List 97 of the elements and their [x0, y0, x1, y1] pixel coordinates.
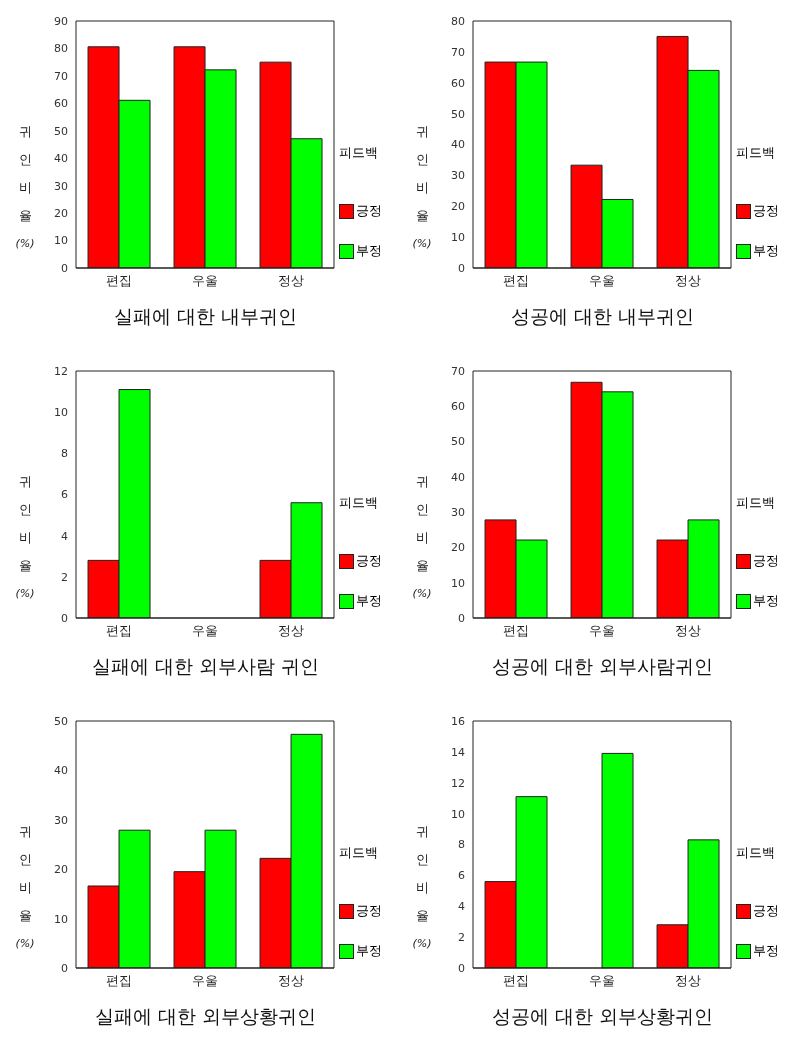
- x-tick-label: 우울: [192, 973, 218, 989]
- x-tick-label: 편집: [503, 273, 529, 289]
- y-tick-label: 70: [54, 69, 68, 83]
- x-tick-label: 편집: [106, 973, 132, 989]
- y-tick-label: 30: [451, 169, 465, 183]
- y-tick-label: 50: [451, 107, 465, 121]
- legend-label: 부정: [753, 592, 779, 610]
- x-tick-label: 정상: [675, 623, 701, 639]
- legend-title: 피드백: [736, 494, 776, 512]
- x-tick-label: 편집: [503, 973, 529, 989]
- text: 실패에 대한 내부귀인: [112, 304, 299, 329]
- y-tick-label: 80: [451, 14, 465, 28]
- x-tick-label: 정상: [278, 623, 304, 639]
- y-tick-label: 4: [61, 529, 68, 543]
- y-tick-label: 20: [451, 200, 465, 214]
- y-tick-label: 30: [54, 179, 68, 193]
- y-tick-label: 2: [61, 570, 68, 584]
- legend-title: 피드백: [736, 844, 776, 862]
- x-tick-label: 정상: [278, 273, 304, 289]
- y-tick-label: 10: [54, 234, 68, 248]
- text: 성공에 대한 외부사람귀인: [490, 654, 715, 679]
- y-axis-title: 귀인비율 (%): [15, 823, 35, 952]
- y-tick-label: 20: [451, 541, 465, 555]
- legend-label: 긍정: [356, 552, 382, 570]
- x-tick-label: 정상: [675, 273, 701, 289]
- y-tick-label: 10: [54, 406, 68, 420]
- text: 실패에 대한 외부사람 귀인: [90, 654, 321, 679]
- y-tick-label: 50: [54, 714, 68, 728]
- y-axis-title: 귀인비율 (%): [412, 823, 432, 952]
- x-tick-label: 우울: [192, 273, 218, 289]
- y-tick-label: 20: [54, 207, 68, 221]
- y-tick-label: 8: [458, 838, 465, 852]
- y-axis-title: 귀인비율 (%): [412, 473, 432, 602]
- y-tick-label: 60: [54, 97, 68, 111]
- y-tick-label: 10: [451, 807, 465, 821]
- x-tick-label: 우울: [589, 973, 615, 989]
- y-tick-label: 10: [54, 912, 68, 926]
- y-tick-label: 6: [61, 488, 68, 502]
- text: 성공에 대한 내부귀인: [509, 304, 696, 329]
- y-tick-label: 0: [458, 961, 465, 975]
- y-axis-title: 귀인비율 (%): [15, 473, 35, 602]
- y-tick-label: 50: [451, 435, 465, 449]
- x-tick-label: 편집: [503, 623, 529, 639]
- y-tick-label: 80: [54, 42, 68, 56]
- y-tick-label: 12: [451, 776, 465, 790]
- text: 실패에 대한 외부상황귀인: [93, 1004, 318, 1029]
- y-tick-label: 10: [451, 576, 465, 590]
- legend-label: 긍정: [356, 902, 382, 920]
- y-tick-label: 2: [458, 931, 465, 945]
- y-tick-label: 14: [451, 745, 465, 759]
- y-tick-label: 40: [451, 138, 465, 152]
- y-tick-label: 50: [54, 124, 68, 138]
- legend-label: 부정: [356, 942, 382, 960]
- legend-title: 피드백: [339, 144, 379, 162]
- y-tick-label: 60: [451, 76, 465, 90]
- legend-label: 부정: [356, 242, 382, 260]
- y-tick-label: 0: [61, 961, 68, 975]
- x-tick-label: 편집: [106, 623, 132, 639]
- y-tick-label: 30: [451, 506, 465, 520]
- y-tick-label: 10: [451, 231, 465, 245]
- x-tick-label: 우울: [589, 623, 615, 639]
- legend-label: 긍정: [753, 902, 779, 920]
- legend-label: 긍정: [753, 202, 779, 220]
- y-tick-label: 60: [451, 400, 465, 414]
- legend-title: 피드백: [339, 844, 379, 862]
- text: 성공에 대한 외부상황귀인: [490, 1004, 715, 1029]
- y-axis-title: 귀인비율 (%): [15, 123, 35, 252]
- y-tick-label: 70: [451, 45, 465, 59]
- y-tick-label: 0: [61, 261, 68, 275]
- y-tick-label: 20: [54, 863, 68, 877]
- y-tick-label: 70: [451, 364, 465, 378]
- y-tick-label: 0: [458, 261, 465, 275]
- y-tick-label: 40: [54, 152, 68, 166]
- y-tick-label: 40: [451, 470, 465, 484]
- y-tick-label: 6: [458, 869, 465, 883]
- y-tick-label: 40: [54, 764, 68, 778]
- legend-label: 부정: [753, 242, 779, 260]
- y-tick-label: 90: [54, 14, 68, 28]
- x-tick-label: 정상: [675, 973, 701, 989]
- y-tick-label: 0: [61, 611, 68, 625]
- legend-title: 피드백: [339, 494, 379, 512]
- x-tick-label: 우울: [192, 623, 218, 639]
- y-tick-label: 16: [451, 714, 465, 728]
- y-tick-label: 0: [458, 611, 465, 625]
- x-tick-label: 정상: [278, 973, 304, 989]
- legend-label: 부정: [753, 942, 779, 960]
- legend-label: 부정: [356, 592, 382, 610]
- y-tick-label: 30: [54, 813, 68, 827]
- x-tick-label: 편집: [106, 273, 132, 289]
- legend-title: 피드백: [736, 144, 776, 162]
- legend-label: 긍정: [356, 202, 382, 220]
- y-axis-title: 귀인비율 (%): [412, 123, 432, 252]
- x-tick-label: 우울: [589, 273, 615, 289]
- legend-label: 긍정: [753, 552, 779, 570]
- y-tick-label: 8: [61, 447, 68, 461]
- y-tick-label: 4: [458, 900, 465, 914]
- y-tick-label: 12: [54, 364, 68, 378]
